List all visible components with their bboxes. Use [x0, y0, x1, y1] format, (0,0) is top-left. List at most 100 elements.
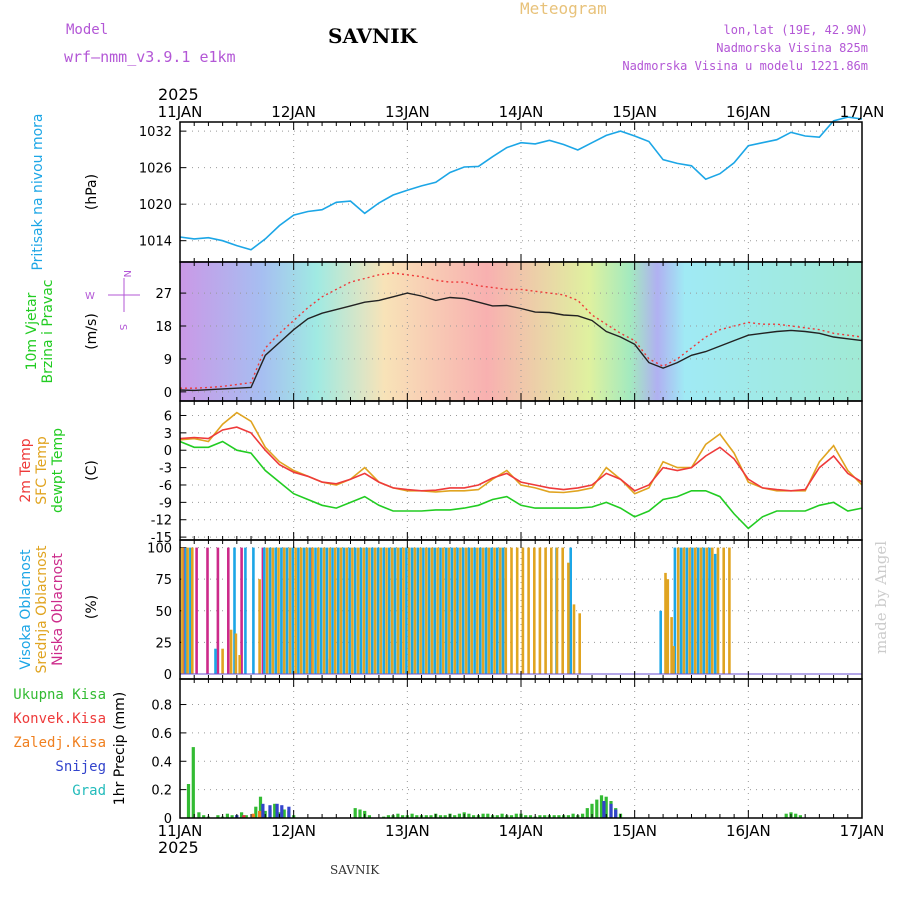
clouds-bar-cloud_low [195, 547, 198, 674]
precip-legend-item: Ukupna Kisa [13, 687, 106, 703]
model-elevation-label: Nadmorska Visina u modelu 1221.86m [622, 59, 868, 73]
y-tick-label: 0.4 [151, 755, 172, 770]
clouds-bar-cloud_high [473, 547, 476, 674]
wind-ylabel: (m/s) [84, 313, 100, 350]
clouds-bar-cloud_high [314, 547, 317, 674]
precip-bar-precip_snow [287, 806, 291, 818]
precip-bar-precip_total [543, 815, 547, 818]
clouds-bar-cloud_mid [722, 547, 725, 674]
clouds-bar-cloud_high [679, 547, 683, 674]
precip-bar-precip_snow [280, 805, 284, 818]
y-tick-label: 1020 [139, 198, 172, 213]
precip-bar-precip_frozen [251, 813, 255, 818]
date-label-bottom: 13JAN [385, 822, 430, 840]
temperature-series-temp_2m-line [179, 426, 863, 492]
clouds-bar-cloud_high [427, 547, 431, 674]
precip-bar-precip_total [353, 808, 357, 818]
y-tick-label: -6 [159, 479, 172, 494]
y-tick-label: 0 [164, 444, 172, 459]
clouds-bar-cloud_mid [464, 547, 468, 674]
clouds-bar-cloud_mid [317, 547, 320, 674]
precip-bar-precip_total [798, 815, 802, 818]
clouds-bar-cloud_mid [550, 547, 553, 674]
precip-bar-precip_total [438, 815, 443, 818]
clouds-bar-cloud_mid [271, 547, 275, 674]
precip-bar-precip_total [415, 815, 419, 818]
clouds-bar-cloud_high [461, 547, 465, 674]
clouds-bar-cloud_high [696, 547, 700, 674]
clouds-bar-cloud_high [382, 547, 385, 674]
clouds-bar-cloud_high [184, 547, 187, 674]
clouds-bar-cloud_mid [555, 547, 559, 674]
clouds-bar-cloud_mid [672, 646, 675, 674]
precip-bar-precip_total [197, 812, 201, 818]
clouds-bar-cloud_mid [425, 547, 428, 674]
y-tick-label: 3 [164, 427, 172, 442]
clouds-bar-cloud_mid [430, 547, 434, 674]
clouds-bar-cloud_mid [339, 547, 343, 674]
clouds-bar-cloud_mid [453, 547, 456, 674]
clouds-bar-cloud_high [371, 547, 374, 674]
clouds-bar-cloud_high [659, 610, 662, 674]
clouds-bar-cloud_mid [688, 547, 691, 674]
precip-bar-precip_total [457, 813, 461, 818]
precip-bar-precip_total [453, 815, 457, 818]
precip-bar-precip_snow [268, 805, 272, 818]
clouds-bar-cloud_high [376, 547, 380, 674]
precip-bar-precip_total [225, 813, 229, 818]
precip-bar-precip_total [585, 808, 589, 818]
clouds-bar-cloud_high [359, 547, 363, 674]
temperature-side-label: 2m Temp [18, 438, 34, 502]
clouds-bar-cloud_mid [728, 547, 731, 674]
wind-side-label: Brzina i Pravac [40, 280, 56, 384]
clouds-bar-cloud_mid [538, 547, 542, 674]
clouds-bar-cloud_mid [334, 547, 337, 674]
clouds-bar-cloud_mid [373, 547, 377, 674]
precip-frame [179, 678, 863, 819]
temperature-series-dewpoint-line [179, 440, 863, 530]
year-top: 2025 [158, 85, 199, 104]
pressure-series-pressure-line [179, 116, 863, 251]
date-label-top: 16JAN [726, 103, 771, 121]
precip-bar-precip_total [472, 815, 476, 818]
footer-station: SAVNIK [330, 863, 380, 877]
precip-bar-precip_total [424, 815, 428, 818]
clouds-bar-cloud_mid [664, 572, 667, 674]
temperature-ylabel: (C) [84, 460, 100, 481]
precip-bar-precip_total [500, 813, 504, 818]
clouds-bar-cloud_mid [413, 547, 417, 674]
clouds-bar-cloud_high [274, 547, 277, 674]
precip-bar-precip_total [481, 813, 485, 818]
clouds-bar-cloud_mid [470, 547, 473, 674]
precip-bar-precip_total [509, 815, 514, 818]
precip-bar-precip_total [401, 815, 405, 818]
precip-bar-precip_total [784, 813, 788, 818]
clouds-bar-cloud_high [501, 547, 505, 674]
clouds-bar-cloud_mid [447, 547, 451, 674]
precip-bar-precip_total [273, 803, 277, 818]
wind-panel: 0 9 18 27 (m/s) 10m Vjetar Brzina i Pravac [24, 261, 863, 402]
clouds-bar-cloud_mid [515, 547, 519, 674]
clouds-bar-cloud_mid [282, 547, 286, 674]
clouds-bar-cloud_mid [181, 547, 184, 674]
clouds-bar-cloud_mid [191, 547, 194, 674]
clouds-bar-cloud_mid [459, 547, 462, 674]
precip-bar-precip_total [282, 809, 286, 818]
precip-bar-precip_total [358, 809, 362, 818]
clouds-bar-cloud_mid [238, 655, 241, 674]
date-label-bottom: 12JAN [271, 822, 316, 840]
clouds-panel: 0 25 50 75 100 (%) Visoka Oblacnost Srednja Obl… [18, 539, 863, 683]
clouds-bar-cloud_mid [356, 547, 360, 674]
temperature-side-label: dewpt Temp [50, 428, 66, 513]
clouds-bar-cloud_mid [711, 547, 714, 674]
clouds-bar-cloud_high [280, 547, 283, 674]
clouds-bar-cloud_high [336, 547, 340, 674]
precip-bar-precip_total [386, 815, 390, 818]
clouds-bar-cloud_high [214, 648, 217, 674]
precip-bar-precip_total [599, 795, 604, 818]
clouds-bar-cloud_high [444, 547, 448, 674]
clouds-bar-cloud_high [450, 547, 454, 674]
precip-bar-precip_total [794, 813, 798, 818]
clouds-bar-cloud_mid [305, 547, 309, 674]
clouds-bar-cloud_mid [258, 579, 261, 674]
